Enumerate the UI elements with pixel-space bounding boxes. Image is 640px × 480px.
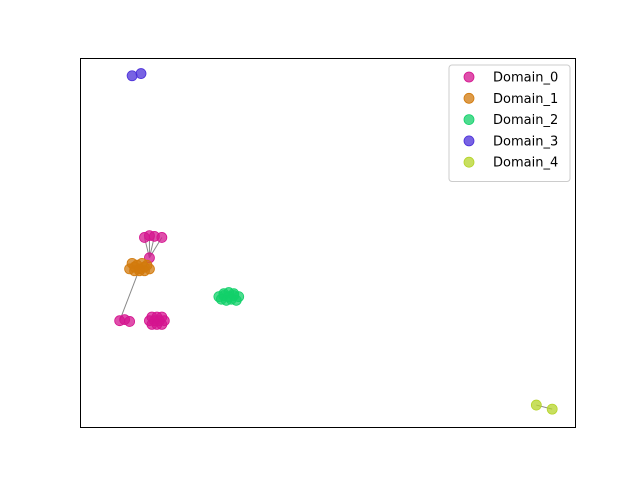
legend-marker-domain-3 bbox=[463, 135, 475, 147]
legend-label-domain-3: Domain_3 bbox=[493, 134, 558, 149]
legend-label-domain-1: Domain_1 bbox=[493, 92, 558, 107]
scatter-point-domain-2 bbox=[228, 288, 240, 300]
legend-label-domain-0: Domain_0 bbox=[493, 71, 558, 86]
legend-marker-domain-1 bbox=[463, 92, 475, 104]
legend-label-domain-4: Domain_4 bbox=[493, 156, 558, 171]
legend-marker-domain-2 bbox=[463, 114, 475, 125]
scatter-point-domain-0 bbox=[156, 232, 168, 243]
scatter-point-domain-3 bbox=[126, 70, 138, 82]
scatter-point-domain-4 bbox=[546, 403, 558, 415]
scatter-point-domain-0 bbox=[124, 316, 136, 327]
legend-label-domain-2: Domain_2 bbox=[493, 113, 558, 128]
legend-marker-domain-0 bbox=[463, 71, 475, 83]
legend-box bbox=[448, 64, 571, 182]
edges-layer bbox=[119, 235, 553, 410]
graph-edge bbox=[119, 268, 140, 321]
scatter-point-domain-0 bbox=[156, 318, 168, 330]
legend: Domain_0 Domain_1 Domain_2 Domain_3 Domain_4 bbox=[448, 64, 571, 182]
legend-marker-domain-4 bbox=[463, 156, 475, 168]
scatter-point-domain-1 bbox=[139, 265, 150, 277]
scatter-point-domain-3 bbox=[135, 68, 147, 79]
plot-frame bbox=[80, 58, 576, 428]
scatter-point-domain-4 bbox=[530, 399, 542, 411]
points-layer bbox=[114, 68, 558, 415]
